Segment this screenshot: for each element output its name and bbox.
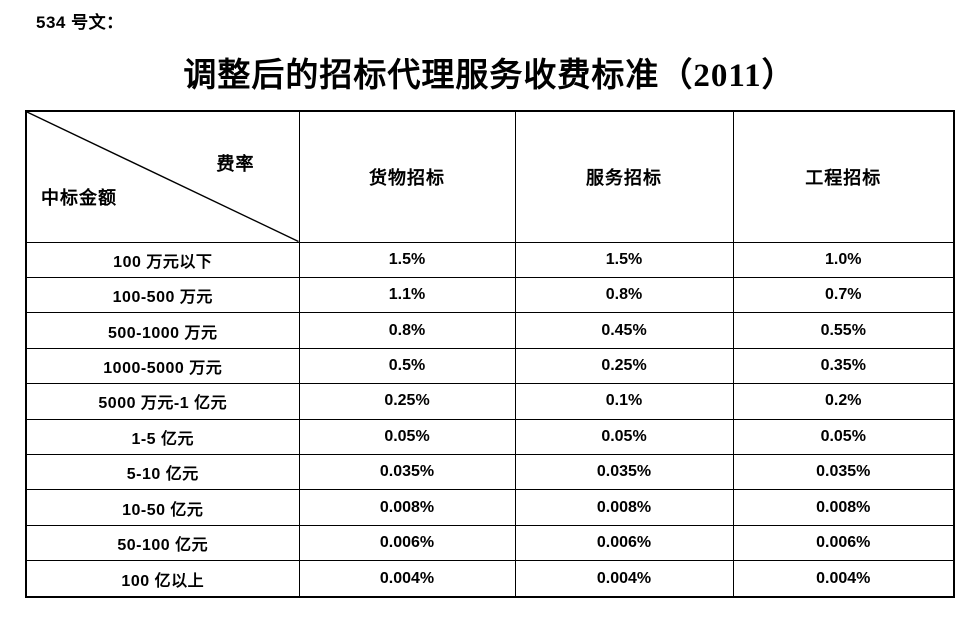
- diagonal-line: [27, 112, 299, 242]
- table-row: 100 亿以上 0.004% 0.004% 0.004%: [25, 560, 955, 598]
- rate-value-cell: 0.7%: [732, 276, 955, 314]
- row-label-cell: 500-1000 万元: [25, 312, 300, 349]
- rate-value-cell: 0.035%: [298, 454, 516, 491]
- rate-value-cell: 0.2%: [732, 383, 955, 420]
- rate-value-cell: 0.004%: [732, 560, 955, 598]
- rate-value-cell: 1.1%: [298, 276, 516, 314]
- diagonal-header-cell: 费率 中标金额: [25, 110, 300, 243]
- row-label-cell: 5-10 亿元: [25, 454, 300, 491]
- row-label-cell: 1-5 亿元: [25, 418, 300, 456]
- rate-value-cell: 0.8%: [298, 312, 516, 349]
- rate-value-cell: 0.006%: [732, 524, 955, 562]
- rate-value-cell: 0.004%: [514, 560, 734, 598]
- rate-value-cell: 0.035%: [732, 454, 955, 491]
- rate-value-cell: 0.004%: [298, 560, 516, 598]
- row-label-cell: 100 万元以下: [25, 241, 300, 278]
- table-row: 100 万元以下 1.5% 1.5% 1.0%: [25, 241, 955, 278]
- rate-value-cell: 1.0%: [732, 241, 955, 278]
- table-row: 5-10 亿元 0.035% 0.035% 0.035%: [25, 454, 955, 491]
- rate-value-cell: 0.25%: [514, 347, 734, 385]
- fee-rate-label: 费率: [216, 154, 255, 174]
- table-row: 500-1000 万元 0.8% 0.45% 0.55%: [25, 312, 955, 349]
- table-row: 1-5 亿元 0.05% 0.05% 0.05%: [25, 418, 955, 456]
- row-label-cell: 1000-5000 万元: [25, 347, 300, 385]
- table-row: 1000-5000 万元 0.5% 0.25% 0.35%: [25, 347, 955, 385]
- rate-value-cell: 0.1%: [514, 383, 734, 420]
- page-title: 调整后的招标代理服务收费标准（2011）: [183, 58, 796, 94]
- fee-rate-table: 费率 中标金额 货物招标 服务招标 工程招标 100 万元以下 1.5% 1.5% 1…: [25, 110, 955, 598]
- rate-value-cell: 0.006%: [514, 524, 734, 562]
- rate-value-cell: 0.035%: [514, 454, 734, 491]
- table-row: 50-100 亿元 0.006% 0.006% 0.006%: [25, 524, 955, 562]
- rate-value-cell: 1.5%: [298, 241, 516, 278]
- row-label-cell: 50-100 亿元: [25, 524, 300, 562]
- row-label-cell: 10-50 亿元: [25, 489, 300, 526]
- rate-value-cell: 0.55%: [732, 312, 955, 349]
- rate-value-cell: 0.05%: [732, 418, 955, 456]
- row-label-cell: 100 亿以上: [25, 560, 300, 598]
- rate-value-cell: 0.008%: [514, 489, 734, 526]
- row-label-cell: 5000 万元-1 亿元: [25, 383, 300, 420]
- table-row: 10-50 亿元 0.008% 0.008% 0.008%: [25, 489, 955, 526]
- fee-table-header: 费率 中标金额 货物招标 服务招标 工程招标: [25, 110, 955, 243]
- rate-value-cell: 1.5%: [514, 241, 734, 278]
- rate-value-cell: 0.8%: [514, 276, 734, 314]
- rate-value-cell: 0.006%: [298, 524, 516, 562]
- rate-value-cell: 0.008%: [298, 489, 516, 526]
- col-header-engineering-bidding: 工程招标: [732, 110, 955, 243]
- bid-amount-label: 中标金额: [41, 188, 117, 208]
- header-row: 费率 中标金额 货物招标 服务招标 工程招标: [25, 110, 955, 243]
- table-row: 100-500 万元 1.1% 0.8% 0.7%: [25, 276, 955, 314]
- rate-value-cell: 0.45%: [514, 312, 734, 349]
- rate-value-cell: 0.35%: [732, 347, 955, 385]
- fee-table-body: 100 万元以下 1.5% 1.5% 1.0% 100-500 万元 1.1% 0.8% 0.…: [25, 241, 955, 598]
- row-label-cell: 100-500 万元: [25, 276, 300, 314]
- doc-number-label: 534 号文：: [36, 13, 124, 32]
- col-header-goods-bidding: 货物招标: [298, 110, 516, 243]
- rate-value-cell: 0.5%: [298, 347, 516, 385]
- table-row: 5000 万元-1 亿元 0.25% 0.1% 0.2%: [25, 383, 955, 420]
- rate-value-cell: 0.05%: [298, 418, 516, 456]
- rate-value-cell: 0.05%: [514, 418, 734, 456]
- rate-value-cell: 0.25%: [298, 383, 516, 420]
- col-header-service-bidding: 服务招标: [514, 110, 734, 243]
- rate-value-cell: 0.008%: [732, 489, 955, 526]
